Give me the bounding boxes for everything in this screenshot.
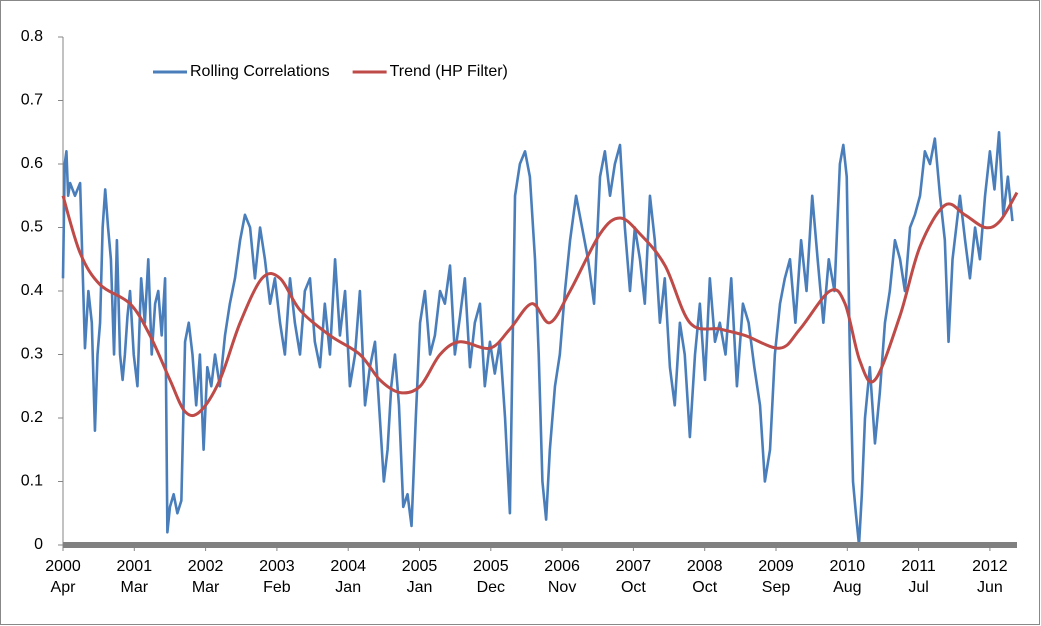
x-tick-label: 2004 [330, 558, 366, 575]
x-tick-label: Feb [263, 579, 291, 596]
y-tick-label: 0.5 [21, 219, 43, 236]
x-tick-label: Oct [621, 579, 646, 596]
x-tick-label: 2005 [473, 558, 509, 575]
y-tick-label: 0 [34, 536, 43, 553]
y-tick-label: 0.8 [21, 28, 43, 45]
y-tick-label: 0.6 [21, 155, 43, 172]
x-tick-label: 2007 [616, 558, 652, 575]
y-tick-label: 0.7 [21, 92, 43, 109]
x-tick-label: Mar [192, 579, 220, 596]
x-tick-label: 2000 [45, 558, 81, 575]
x-tick-label: Dec [477, 579, 505, 596]
y-tick-label: 0.1 [21, 473, 43, 490]
x-tick-label: Mar [121, 579, 149, 596]
x-tick-label: Jun [977, 579, 1003, 596]
series-line [61, 191, 1019, 418]
y-tick-label: 0.2 [21, 409, 43, 426]
x-tick-label: Nov [548, 579, 576, 596]
x-tick-label: 2011 [901, 558, 936, 575]
legend-label: Trend (HP Filter) [390, 63, 508, 80]
x-tick-label: Jan [335, 579, 361, 596]
y-tick-label: 0.3 [21, 346, 43, 363]
x-tick-label: Jul [908, 579, 928, 596]
x-tick-label: Sep [762, 579, 791, 596]
x-tick-label: 2009 [758, 558, 794, 575]
x-axis [63, 542, 1017, 548]
x-tick-label: 2002 [188, 558, 224, 575]
x-tick-label: Oct [692, 579, 717, 596]
x-tick-label: 2008 [687, 558, 723, 575]
x-tick-label: Apr [51, 579, 77, 596]
x-tick-label: Jan [407, 579, 433, 596]
y-tick-label: 0.4 [21, 282, 43, 299]
x-tick-label: 2006 [544, 558, 580, 575]
series-line [61, 130, 1014, 547]
x-tick-label: 2003 [259, 558, 295, 575]
x-tick-label: 2012 [972, 558, 1008, 575]
x-tick-label: 2001 [117, 558, 153, 575]
x-tick-label: Aug [833, 579, 861, 596]
x-tick-label: 2010 [830, 558, 866, 575]
legend-label: Rolling Correlations [190, 63, 330, 80]
x-tick-label: 2005 [402, 558, 438, 575]
